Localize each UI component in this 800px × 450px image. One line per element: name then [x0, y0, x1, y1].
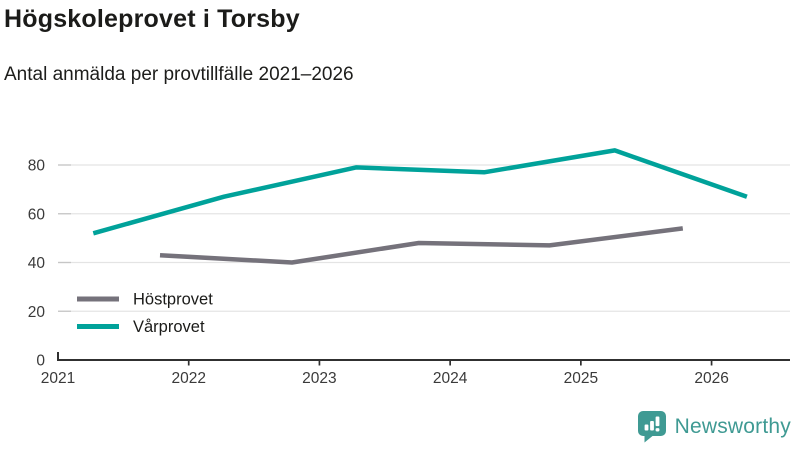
series-line-vårprovet — [92, 148, 748, 236]
x-tick-label: 2023 — [302, 370, 336, 387]
y-tick-label: 60 — [28, 206, 46, 223]
y-tick-label: 40 — [28, 255, 46, 272]
chart-title: Högskoleprovet i Torsby — [4, 5, 300, 33]
x-tick-label: 2021 — [41, 370, 75, 387]
x-tick-label: 2025 — [564, 370, 598, 387]
x-tick-label: 2022 — [171, 370, 205, 387]
legend-label: Vårprovet — [133, 318, 205, 336]
chart-subtitle: Antal anmälda per provtillfälle 2021–202… — [4, 64, 354, 85]
newsworthy-logo: Newsworthy — [637, 410, 791, 443]
y-tick-label: 80 — [28, 158, 46, 175]
y-tick-label: 0 — [36, 353, 45, 370]
y-tick-label: 20 — [28, 304, 46, 321]
x-tick-label: 2026 — [694, 370, 728, 387]
brand-name: Newsworthy — [674, 414, 791, 438]
newsworthy-bubble-chart-icon — [637, 411, 666, 443]
series-line-höstprovet — [159, 226, 684, 265]
legend-item: Höstprovet — [77, 291, 213, 309]
legend-item: Vårprovet — [77, 318, 205, 336]
x-tick-label: 2024 — [433, 370, 468, 387]
legend-label: Höstprovet — [133, 291, 213, 309]
